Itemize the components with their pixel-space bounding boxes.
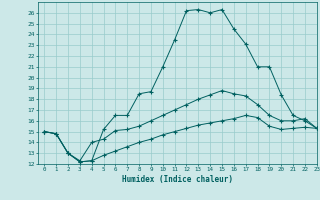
X-axis label: Humidex (Indice chaleur): Humidex (Indice chaleur) — [122, 175, 233, 184]
